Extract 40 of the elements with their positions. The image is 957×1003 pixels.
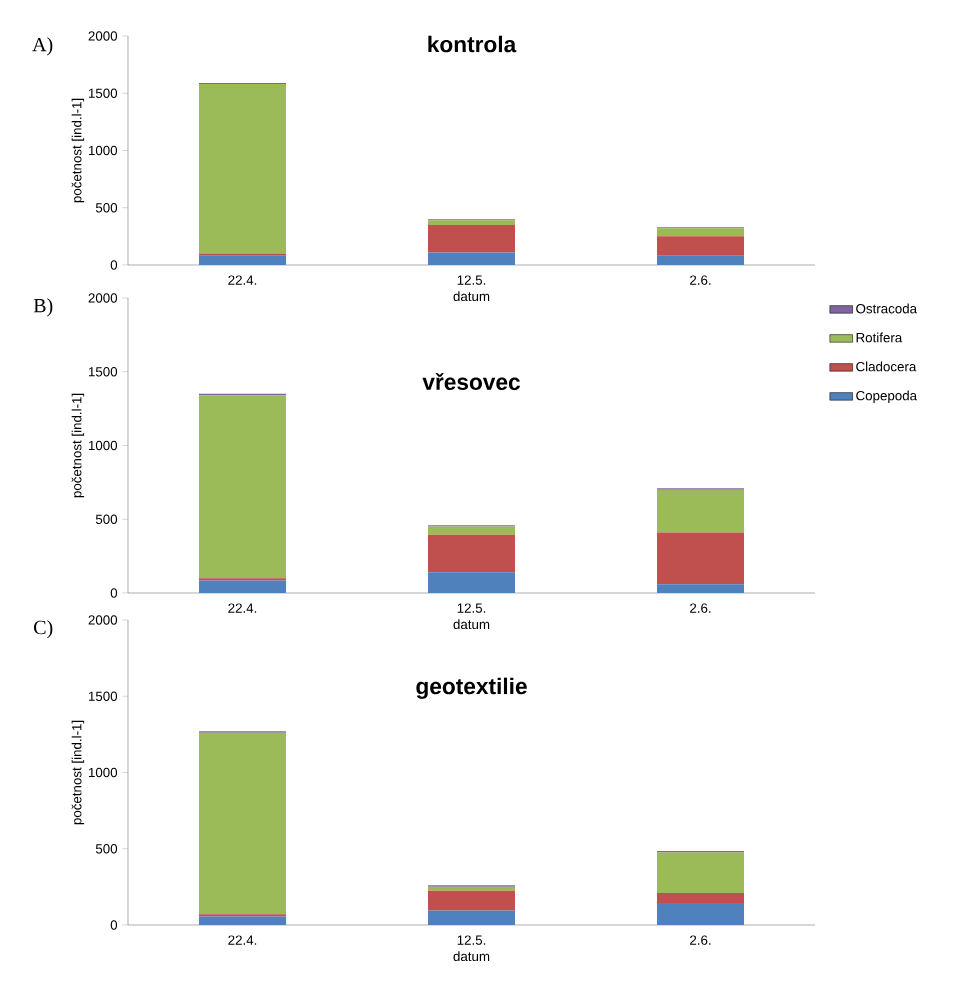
text: vřesovec	[422, 372, 520, 391]
y-tick-label: 1500	[88, 88, 118, 98]
y-tick-label: 0	[110, 920, 118, 930]
y-tick-label: 2000	[88, 615, 118, 625]
y-tick-label: 1500	[88, 691, 118, 701]
x-tick-label: 2.6.	[690, 935, 711, 945]
y-tick-label: 2000	[88, 293, 118, 303]
y-tick-label: 1000	[88, 767, 118, 778]
y-tick-label: 500	[95, 844, 118, 854]
y-tick-label: 1500	[88, 367, 118, 377]
y-axis-title: početnost [ind.l-1]	[71, 393, 85, 498]
chart-title: kontrola	[428, 35, 517, 53]
legend-label: Copepoda	[856, 390, 918, 403]
x-tick-label: 2.6.	[690, 603, 711, 613]
y-tick-label: 500	[95, 514, 118, 524]
legend-label: Rotifera	[856, 332, 903, 343]
x-tick-label: 12.5.	[457, 603, 486, 613]
y-tick-label: 0	[110, 588, 118, 598]
text: A)	[32, 37, 53, 56]
y-axis-title: početnost [ind.l-1]	[71, 98, 85, 203]
y-tick-label: 2000	[88, 31, 118, 41]
legend-label: Cladocera	[856, 361, 917, 372]
text: B)	[33, 298, 53, 317]
x-tick-label: 22.4.	[228, 603, 257, 613]
y-tick-label: 1000	[88, 440, 118, 451]
x-axis-title: datum	[453, 951, 490, 962]
x-tick-label: 2.6.	[690, 275, 711, 285]
x-axis-title: datum	[453, 619, 490, 630]
y-tick-label: 0	[110, 260, 118, 270]
text: geotextilie	[416, 677, 527, 699]
text: C)	[34, 620, 53, 639]
legend-label: Ostracoda	[856, 303, 918, 314]
y-tick-label: 500	[95, 203, 118, 213]
x-tick-label: 12.5.	[457, 935, 486, 945]
y-axis-title: početnost [ind.l-1]	[71, 720, 85, 825]
y-tick-label: 1000	[88, 145, 118, 156]
x-tick-label: 22.4.	[228, 935, 257, 945]
x-axis-title: datum	[453, 291, 490, 302]
x-tick-label: 22.4.	[228, 275, 257, 285]
x-tick-label: 12.5.	[457, 275, 486, 285]
